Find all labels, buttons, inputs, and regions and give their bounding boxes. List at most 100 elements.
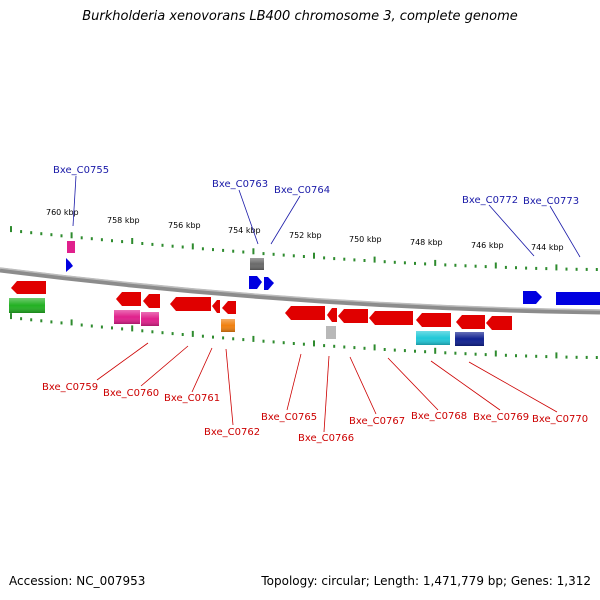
- gene-bxe-c0769[interactable]: [456, 315, 485, 329]
- gene-bxe-c0765[interactable]: [285, 306, 325, 320]
- gene-bxe-c0772[interactable]: [523, 291, 542, 304]
- ruler-minor-tick: [424, 350, 427, 354]
- gene-label-bxe-c0766[interactable]: Bxe_C0766: [298, 433, 354, 444]
- ruler-minor-tick: [151, 330, 154, 334]
- ruler-minor-tick: [302, 342, 305, 346]
- ruler-minor-tick: [575, 267, 578, 271]
- ruler-minor-tick: [242, 338, 245, 342]
- ruler-minor-tick: [464, 352, 467, 356]
- ruler-minor-tick: [100, 325, 103, 329]
- gene-label-bxe-c0755[interactable]: Bxe_C0755: [53, 165, 109, 176]
- ruler-minor-tick: [181, 245, 184, 249]
- ruler-minor-tick: [353, 258, 356, 262]
- top-scale-ruler: [10, 226, 598, 271]
- ruler-minor-tick: [141, 242, 144, 245]
- ruler-major-tick: [191, 243, 194, 250]
- ruler-major-tick: [70, 319, 73, 326]
- gene-bxe-c0764[interactable]: [264, 277, 274, 290]
- gene-bxe-c0761[interactable]: [170, 297, 211, 311]
- gene-bxe-c0766-feature[interactable]: [326, 326, 336, 339]
- gene-label-bxe-c0765[interactable]: Bxe_C0765: [261, 412, 317, 423]
- ruler-minor-tick: [50, 233, 53, 237]
- ruler-minor-tick: [403, 261, 406, 265]
- ruler-major-tick: [252, 335, 255, 342]
- gene-bxe-c0768[interactable]: [416, 313, 451, 327]
- ruler-minor-tick: [201, 334, 204, 338]
- ruler-minor-tick: [595, 268, 598, 271]
- ruler-minor-tick: [30, 318, 33, 322]
- ruler-major-tick: [313, 340, 315, 347]
- ruler-major-tick: [10, 313, 12, 320]
- gene-bxe-c0763[interactable]: [249, 276, 262, 289]
- ruler-minor-tick: [20, 230, 23, 234]
- ruler-minor-tick: [90, 324, 93, 328]
- ruler-minor-tick: [585, 267, 588, 271]
- gene-label-bxe-c0761[interactable]: Bxe_C0761: [164, 393, 220, 404]
- ruler-minor-tick: [232, 249, 235, 253]
- ruler-minor-tick: [323, 256, 326, 260]
- ruler-minor-tick: [60, 234, 63, 238]
- ruler-major-tick: [10, 226, 12, 233]
- ruler-major-tick: [131, 238, 134, 244]
- gene-label-bxe-c0767[interactable]: Bxe_C0767: [349, 416, 405, 427]
- ruler-minor-tick: [515, 354, 517, 358]
- ruler-minor-tick: [181, 333, 184, 336]
- ruler-minor-tick: [40, 232, 43, 236]
- ruler-minor-tick: [262, 252, 265, 256]
- gene-label-bxe-c0759[interactable]: Bxe_C0759: [42, 382, 98, 393]
- gene-label-bxe-c0762[interactable]: Bxe_C0762: [204, 427, 260, 438]
- ruler-minor-tick: [393, 260, 396, 264]
- ruler-minor-tick: [565, 267, 568, 271]
- scale-label: 744 kbp: [531, 243, 564, 252]
- gene-bxe-c0773[interactable]: [556, 292, 600, 305]
- ruler-major-tick: [373, 344, 376, 351]
- ruler-minor-tick: [474, 352, 477, 356]
- ruler-minor-tick: [30, 231, 33, 235]
- gene-label-bxe-c0773[interactable]: Bxe_C0773: [523, 196, 579, 207]
- ruler-minor-tick: [282, 341, 285, 345]
- gene-label-bxe-c0768[interactable]: Bxe_C0768: [411, 411, 467, 422]
- ruler-minor-tick: [171, 244, 174, 248]
- gene-bxe-c0767b[interactable]: [369, 311, 413, 325]
- gene-label-bxe-c0764[interactable]: Bxe_C0764: [274, 185, 330, 196]
- gene-label-bxe-c0770[interactable]: Bxe_C0770: [532, 414, 588, 425]
- ruler-minor-tick: [595, 356, 598, 359]
- gene-unlabeled-small[interactable]: [212, 300, 220, 313]
- ruler-minor-tick: [393, 348, 396, 352]
- ruler-minor-tick: [565, 355, 568, 359]
- gene-bxe-c0759[interactable]: [116, 292, 141, 306]
- ruler-minor-tick: [454, 263, 457, 267]
- gene-bxe-c0755[interactable]: [66, 258, 73, 272]
- gene-bxe-c0760[interactable]: [143, 294, 160, 308]
- ruler-minor-tick: [80, 323, 83, 327]
- ruler-minor-tick: [161, 243, 164, 247]
- gene-unlabeled[interactable]: [11, 281, 46, 294]
- ruler-minor-tick: [454, 351, 457, 355]
- ruler-minor-tick: [414, 349, 416, 353]
- ruler-major-tick: [555, 352, 558, 359]
- ruler-minor-tick: [292, 342, 295, 345]
- ruler-minor-tick: [535, 266, 538, 270]
- gene-label-bxe-c0760[interactable]: Bxe_C0760: [103, 388, 159, 399]
- gene-bxe-c0767[interactable]: [338, 309, 368, 323]
- ruler-major-tick: [70, 232, 73, 239]
- gene-bxe-c0766[interactable]: [327, 308, 337, 322]
- gene-bxe-c0755-feature[interactable]: [67, 241, 75, 253]
- ruler-minor-tick: [414, 261, 416, 265]
- scale-label: 758 kbp: [107, 216, 140, 225]
- bottom-scale-ruler: [10, 313, 598, 359]
- gene-bxe-c0762[interactable]: [222, 301, 236, 314]
- forward-genes: [66, 241, 600, 305]
- gene-label-bxe-c0763[interactable]: Bxe_C0763: [212, 179, 268, 190]
- gene-label-bxe-c0772[interactable]: Bxe_C0772: [462, 195, 518, 206]
- ruler-major-tick: [252, 248, 255, 255]
- ruler-minor-tick: [302, 255, 305, 258]
- ruler-minor-tick: [151, 242, 154, 246]
- gene-bxe-c0770[interactable]: [486, 316, 512, 330]
- bottom-gene-labels: Bxe_C0759 Bxe_C0760 Bxe_C0761 Bxe_C0762 …: [42, 382, 588, 444]
- ruler-minor-tick: [575, 355, 578, 359]
- gene-label-bxe-c0769[interactable]: Bxe_C0769: [473, 412, 529, 423]
- ruler-minor-tick: [212, 248, 214, 252]
- ruler-minor-tick: [464, 264, 467, 268]
